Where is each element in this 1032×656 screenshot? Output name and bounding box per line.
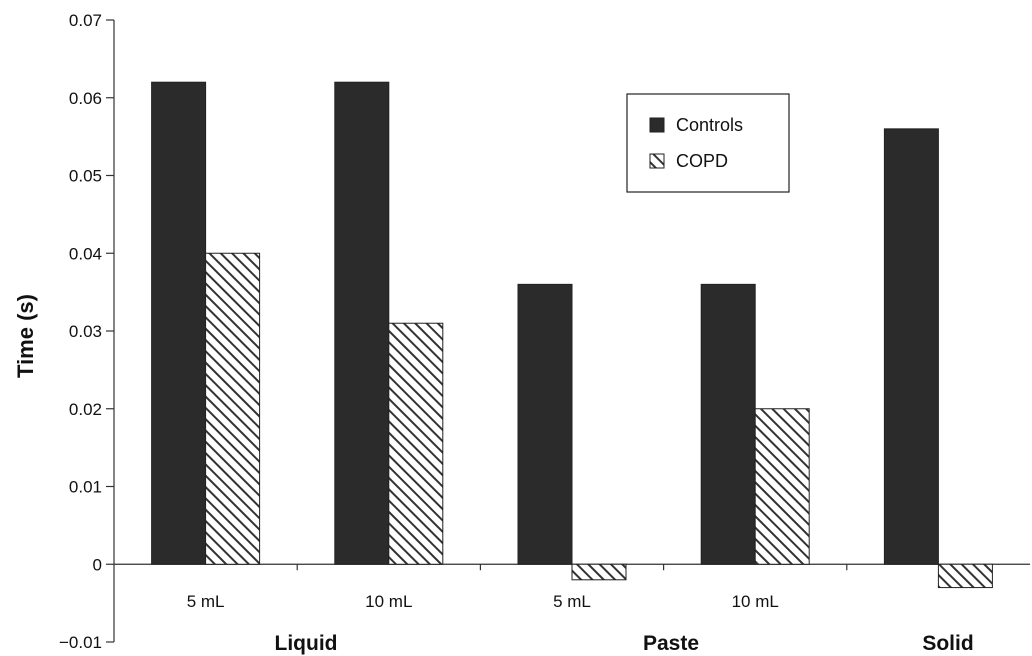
bar-copd-3 <box>754 408 810 565</box>
category-labels: 5 mL 10 mL 5 mL 10 mL <box>187 592 779 611</box>
bar-controls-0 <box>151 81 207 565</box>
bars <box>151 81 993 589</box>
bar-controls-3 <box>700 283 756 565</box>
bar-controls-4 <box>883 128 939 565</box>
x-ticks <box>296 564 848 571</box>
y-tick-label: 0.06 <box>69 89 102 108</box>
bar-controls-2 <box>517 283 573 565</box>
y-tick-label: 0.01 <box>69 478 102 497</box>
y-tick-label: 0.02 <box>69 400 102 419</box>
legend-box <box>626 93 790 193</box>
y-tick-label: 0.07 <box>69 11 102 30</box>
group-label-liquid: Liquid <box>275 632 338 655</box>
x-category-label: 5 mL <box>187 592 225 611</box>
y-tick-label: −0.01 <box>59 633 102 652</box>
group-label-paste: Paste <box>643 632 699 655</box>
x-category-label: 10 mL <box>365 592 412 611</box>
y-tick-label: 0.03 <box>69 322 102 341</box>
bar-copd-0 <box>205 252 261 565</box>
group-labels: Liquid Paste Solid <box>275 632 974 655</box>
bar-copd-1 <box>388 322 444 565</box>
x-category-label: 10 mL <box>732 592 779 611</box>
legend-swatch-controls <box>649 117 665 133</box>
bar-controls-1 <box>334 81 390 565</box>
group-label-solid: Solid <box>922 632 973 655</box>
y-tick-label: 0.05 <box>69 167 102 186</box>
y-tick-label: 0.04 <box>69 244 102 263</box>
y-axis-title: Time (s) <box>13 294 38 378</box>
bar-copd-4 <box>937 563 993 589</box>
legend-swatch-copd <box>649 153 665 169</box>
legend: Controls COPD <box>626 93 790 193</box>
legend-label-copd: COPD <box>676 151 728 171</box>
x-category-label: 5 mL <box>553 592 591 611</box>
legend-label-controls: Controls <box>676 115 743 135</box>
y-ticks: −0.01 0 0.01 0.02 0.03 0.04 0.05 0.06 0.07 <box>59 11 114 652</box>
bar-copd-2 <box>571 563 627 581</box>
y-tick-label: 0 <box>93 555 102 574</box>
